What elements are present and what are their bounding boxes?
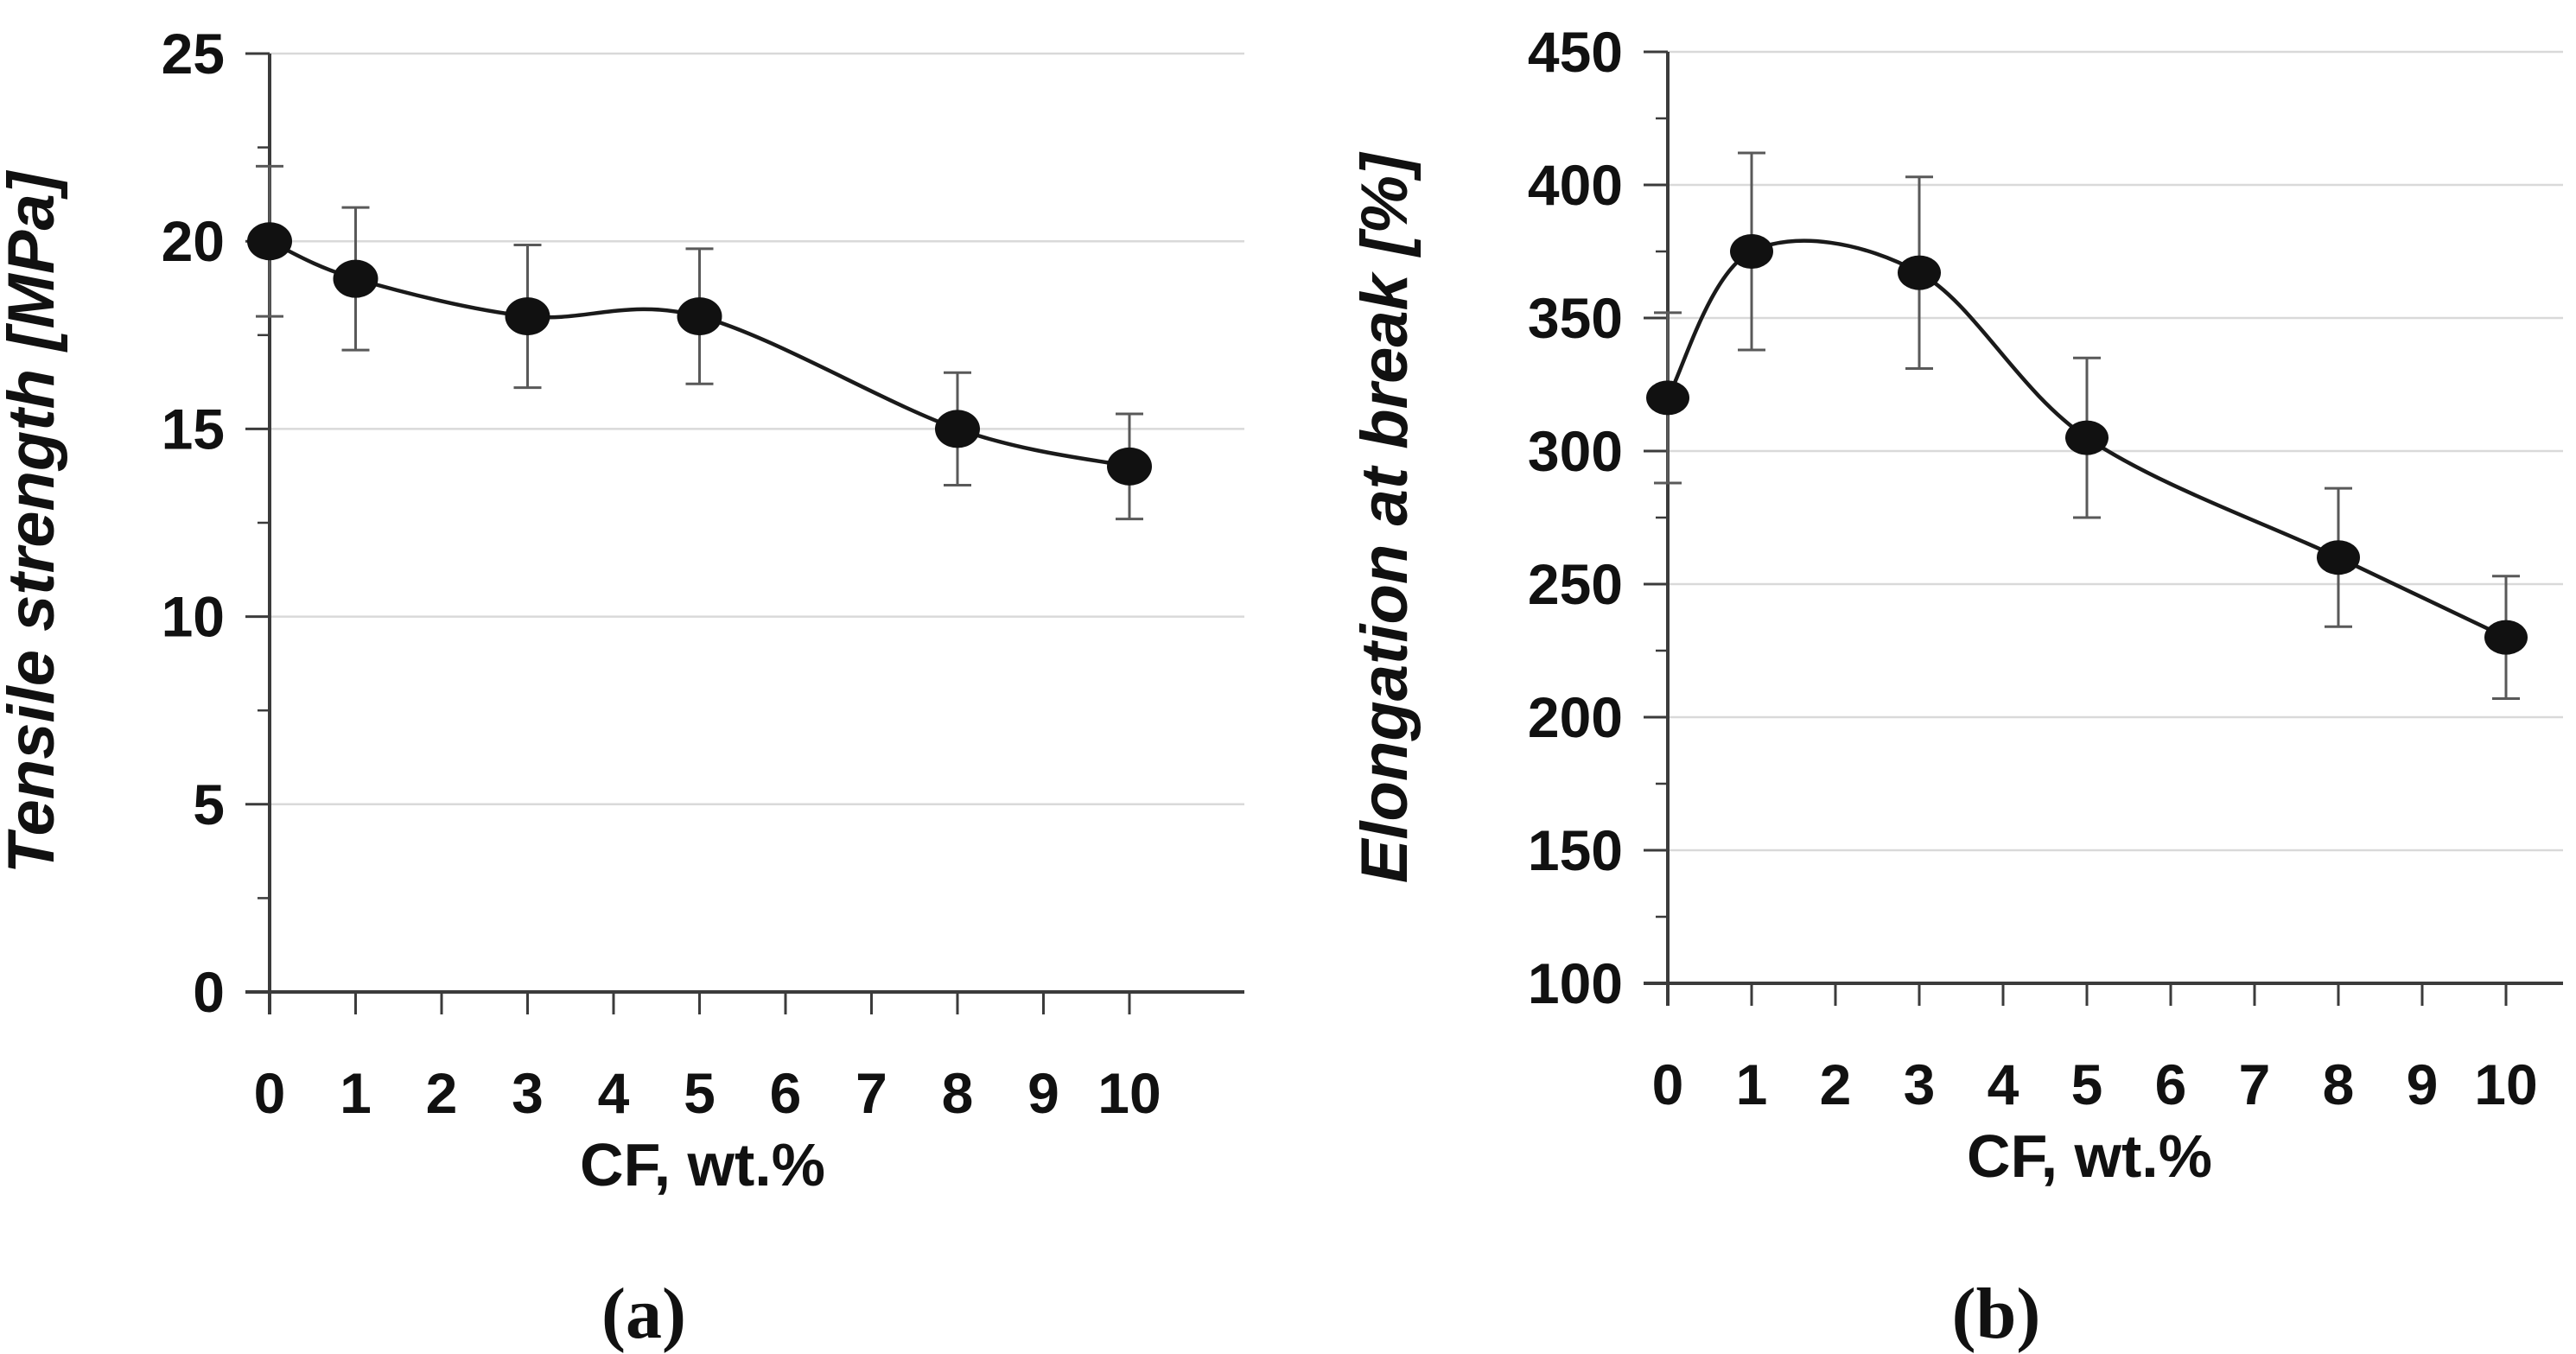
chart-elongation-at-break: 100 150 200 250 300 350 400 450 0 1 2 3 4 5 6 7 8 9 10 Elo… — [1348, 20, 2563, 1354]
x-axis-title: CF, wt.% — [1967, 1122, 2212, 1190]
data-point — [677, 297, 722, 336]
x-tick-label: 10 — [2474, 1052, 2537, 1116]
x-tick-label: 5 — [2071, 1052, 2103, 1116]
data-point — [1730, 234, 1773, 269]
x-tick-label: 9 — [1027, 1061, 1059, 1125]
data-point — [505, 297, 550, 336]
x-tick-label: 6 — [770, 1061, 802, 1125]
data-point — [1898, 255, 1941, 290]
y-tick-label: 5 — [193, 772, 225, 836]
y-tick-label: 0 — [193, 960, 225, 1024]
y-tick-label: 100 — [1528, 951, 1623, 1015]
y-axis-title: Elongation at break [%] — [1348, 151, 1422, 883]
y-tick-label: 25 — [162, 22, 225, 86]
y-tick-label: 150 — [1528, 818, 1623, 882]
x-tick-label: 6 — [2155, 1052, 2187, 1116]
data-point — [1646, 380, 1689, 416]
x-tick-label: 4 — [1988, 1052, 2019, 1116]
chart-elongation-at-break-plot: 100 150 200 250 300 350 400 450 0 1 2 3 4 5 6 7 8 9 10 — [1528, 20, 2563, 1116]
x-tick-label: 4 — [598, 1061, 630, 1125]
y-tick-label: 250 — [1528, 552, 1623, 616]
data-point — [2317, 540, 2360, 575]
x-axis-title: CF, wt.% — [580, 1131, 825, 1198]
y-tick-label: 300 — [1528, 419, 1623, 483]
figure-caption-b: (b) — [1952, 1274, 2041, 1354]
x-tick-label: 0 — [254, 1061, 286, 1125]
data-point — [935, 410, 980, 448]
y-tick-label: 450 — [1528, 20, 1623, 84]
x-tick-label: 5 — [684, 1061, 716, 1125]
y-tick-label: 10 — [162, 585, 225, 649]
y-tick-label: 200 — [1528, 685, 1623, 749]
x-tick-label: 2 — [1820, 1052, 1852, 1116]
x-tick-label: 2 — [426, 1061, 458, 1125]
y-tick-label: 15 — [162, 397, 225, 461]
x-tick-label: 1 — [1736, 1052, 1768, 1116]
y-axis-title: Tensile strength [MPa] — [0, 169, 68, 874]
data-point — [1107, 447, 1152, 486]
x-tick-label: 1 — [340, 1061, 372, 1125]
y-tick-label: 400 — [1528, 153, 1623, 217]
x-tick-label: 0 — [1652, 1052, 1684, 1116]
x-tick-label: 8 — [2323, 1052, 2355, 1116]
data-point — [2484, 620, 2528, 655]
figure-caption-a: (a) — [601, 1274, 686, 1354]
x-tick-label: 7 — [855, 1061, 887, 1125]
x-tick-label: 3 — [1904, 1052, 1936, 1116]
x-tick-label: 9 — [2407, 1052, 2439, 1116]
data-point — [2065, 420, 2109, 455]
x-tick-label: 10 — [1097, 1061, 1161, 1125]
y-tick-label: 350 — [1528, 286, 1623, 350]
x-tick-label: 3 — [512, 1061, 544, 1125]
x-tick-label: 7 — [2239, 1052, 2271, 1116]
data-point — [333, 259, 378, 298]
data-point — [247, 222, 292, 261]
x-tick-label: 8 — [942, 1061, 974, 1125]
y-tick-label: 20 — [162, 209, 225, 273]
